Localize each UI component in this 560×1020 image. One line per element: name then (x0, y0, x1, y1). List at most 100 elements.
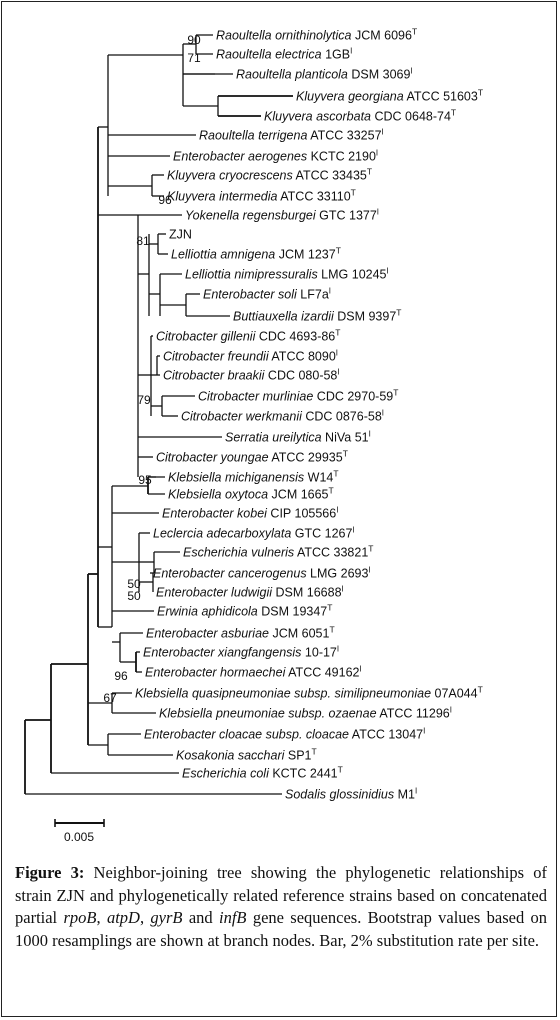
strain-id: DSM 16688 (272, 586, 342, 600)
leaf-label: Lelliottia amnigena JCM 1237T (171, 246, 341, 262)
leaf-label: Raoultella terrigena ATCC 33257ǀ (199, 127, 384, 143)
species-name: Yokenella regensburgei (185, 209, 317, 223)
type-strain-mark: T (478, 685, 483, 695)
type-strain-mark: T (393, 388, 398, 398)
leaf-label: Citrobacter werkmanii CDC 0876-58ǀ (181, 408, 384, 424)
bootstrap-value: 50 (127, 589, 141, 603)
type-strain-mark: ǀ (376, 148, 378, 158)
leaf-label: Leclercia adecarboxylata GTC 1267ǀ (153, 525, 355, 541)
leaf-label: Citrobacter murliniae CDC 2970-59T (198, 388, 398, 404)
strain-id: KCTC 2190 (307, 150, 376, 164)
leaf-label: Citrobacter braakii CDC 080-58ǀ (163, 367, 340, 383)
species-name: Citrobacter murliniae (198, 390, 313, 404)
strain-id: NiVa 51 (322, 431, 369, 445)
bootstrap-value: 50 (127, 577, 141, 591)
type-strain-mark: ǀ (359, 664, 361, 674)
type-strain-mark: T (329, 486, 334, 496)
species-name: Klebsiella oxytoca (168, 488, 268, 502)
bootstrap-value: 96 (114, 669, 128, 683)
species-name: Klebsiella quasipneumoniae subsp. simili… (135, 687, 431, 701)
strain-id: ATCC 11296 (377, 707, 450, 721)
type-strain-mark: T (338, 765, 343, 775)
type-strain-mark: T (351, 188, 356, 198)
leaf-label: Escherichia coli KCTC 2441T (182, 765, 343, 781)
type-strain-mark: ǀ (415, 786, 417, 796)
bootstrap-value: 95 (138, 473, 152, 487)
leaf-label: Enterobacter hormaechei ATCC 49162ǀ (145, 664, 362, 680)
species-name: Citrobacter youngae (156, 451, 269, 465)
type-strain-mark: ǀ (387, 266, 389, 276)
leaf-label: Kluyvera cryocrescens ATCC 33435T (167, 167, 372, 183)
strain-id: CIP 105566 (267, 507, 336, 521)
species-name: Enterobacter hormaechei (145, 666, 287, 680)
caption-sep-2: , (139, 908, 151, 927)
strain-id: DSM 3069 (348, 68, 411, 82)
species-name: Escherichia coli (182, 767, 270, 781)
gene-rpoB: rpoB (63, 908, 97, 927)
strain-id: DSM 9397 (334, 310, 397, 324)
type-strain-mark: ǀ (382, 408, 384, 418)
species-name: Enterobacter cancerogenus (153, 567, 307, 581)
leaf-label: Erwinia aphidicola DSM 19347T (157, 603, 332, 619)
phylogenetic-tree: Raoultella ornithinolytica JCM 6096TRaou… (24, 27, 483, 844)
leaf-label: Yokenella regensburgei GTC 1377ǀ (185, 207, 379, 223)
type-strain-mark: ǀ (377, 207, 379, 217)
type-strain-mark: T (412, 27, 417, 37)
species-name: Enterobacter aerogenes (173, 150, 307, 164)
species-name: Serratia ureilytica (225, 431, 322, 445)
type-strain-mark: T (396, 308, 401, 318)
type-strain-mark: ǀ (382, 127, 384, 137)
strain-id: ATCC 33435 (293, 169, 367, 183)
strain-id: KCTC 2441 (269, 767, 338, 781)
leaf-label: Raoultella planticola DSM 3069ǀ (236, 66, 413, 82)
caption-text-1: Neighbor-joining tree showing the phylog… (15, 863, 547, 927)
leaf-label: Klebsiella michiganensis W14T (168, 469, 339, 485)
species-name: Enterobacter cloacae subsp. cloacae (144, 728, 349, 742)
leaf-label: Enterobacter aerogenes KCTC 2190ǀ (173, 148, 378, 164)
type-strain-mark: ǀ (352, 525, 354, 535)
leaf-label: Escherichia vulneris ATCC 33821T (183, 544, 374, 560)
species-name: Enterobacter kobei (162, 507, 268, 521)
species-name: Enterobacter soli (203, 288, 298, 302)
leaf-label: ZJN (169, 228, 192, 242)
type-strain-mark: T (312, 747, 317, 757)
strain-id: ATCC 8090 (269, 350, 336, 364)
species-name: Citrobacter gillenii (156, 330, 257, 344)
leaf-label: Klebsiella quasipneumoniae subsp. simili… (135, 685, 483, 701)
species-name: Citrobacter braakii (163, 369, 266, 383)
type-strain-mark: T (329, 625, 334, 635)
strain-id: JCM 6051 (269, 627, 329, 641)
type-strain-mark: T (368, 544, 373, 554)
species-name: Sodalis glossinidius (285, 788, 394, 802)
species-name: Enterobacter xiangfangensis (143, 646, 301, 660)
leaf-label: Enterobacter soli LF7aǀ (203, 286, 331, 302)
bootstrap-value: 71 (187, 51, 201, 65)
type-strain-mark: ǀ (368, 565, 370, 575)
species-name: Buttiauxella izardii (233, 310, 335, 324)
species-name: Klebsiella pneumoniae subsp. ozaenae (159, 707, 377, 721)
strain-id: CDC 0876-58 (302, 410, 382, 424)
type-strain-mark: T (478, 88, 483, 98)
strain-id: DSM 19347 (258, 605, 328, 619)
leaf-label: Enterobacter cloacae subsp. cloacae ATCC… (144, 726, 425, 742)
type-strain-mark: ǀ (410, 66, 412, 76)
strain-id: CDC 4693-86 (255, 330, 335, 344)
type-strain-mark: ǀ (450, 705, 452, 715)
leaf-label: Lelliottia nimipressuralis LMG 10245ǀ (185, 266, 389, 282)
strain-id: LMG 2693 (307, 567, 369, 581)
strain-id: ATCC 33821 (294, 546, 368, 560)
leaf-label: Klebsiella oxytoca JCM 1665T (168, 486, 334, 502)
species-name: Kosakonia sacchari (176, 749, 286, 763)
type-strain-mark: ǀ (337, 367, 339, 377)
leaf-label: Enterobacter kobei CIP 105566ǀ (162, 505, 338, 521)
strain-id: ATCC 49162 (285, 666, 359, 680)
strain-id: 10-17 (301, 646, 336, 660)
strain-id: LMG 10245 (318, 268, 387, 282)
species-name: Kluyvera intermedia (167, 190, 278, 204)
species-name: Erwinia aphidicola (157, 605, 258, 619)
strain-id: 07A044 (431, 687, 478, 701)
strain-id: LF7a (297, 288, 329, 302)
species-name: Enterobacter asburiae (146, 627, 269, 641)
species-name: Raoultella terrigena (199, 129, 307, 143)
